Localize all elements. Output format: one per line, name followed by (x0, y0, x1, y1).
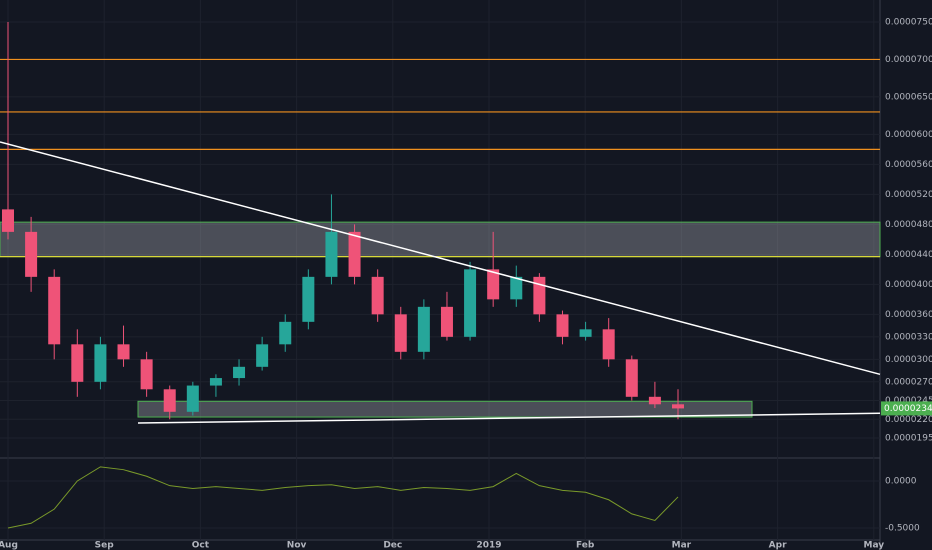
candle-body (48, 276, 61, 345)
candle-body (672, 404, 684, 409)
candle-body (2, 209, 14, 232)
candle-body (371, 276, 384, 315)
x-tick-label: May (863, 541, 884, 550)
last-price-label: 0.00002345 (884, 404, 932, 414)
trendline (137, 412, 881, 424)
zone (0, 221, 881, 258)
x-tick-label: Aug (0, 541, 18, 550)
candle-body (117, 344, 130, 360)
y-tick-label: 0.00007500 (885, 17, 932, 27)
x-tick-label: Dec (383, 541, 402, 550)
candle-body (186, 385, 199, 412)
candle-body (464, 269, 477, 337)
zone (137, 400, 753, 418)
candle-body (302, 276, 315, 322)
x-tick-label: Feb (576, 541, 595, 550)
candle-body (556, 314, 569, 337)
oscillator-line (7, 466, 679, 529)
candle-body (487, 269, 500, 300)
candle-body (348, 231, 361, 277)
candle-body (256, 344, 269, 367)
candle-body (417, 306, 430, 352)
osc-tick-label: -0.5000 (885, 523, 920, 533)
candle-body (510, 276, 523, 300)
candle-body (579, 329, 592, 337)
candle-body (163, 389, 176, 412)
osc-tick-label: 0.0000 (885, 476, 917, 486)
candle-body (648, 396, 661, 405)
candle-body (140, 359, 153, 390)
trendline (0, 141, 881, 376)
candle-body (233, 366, 246, 379)
candle-body (209, 378, 222, 386)
candle-body (394, 314, 407, 352)
x-tick-label: Oct (192, 541, 210, 550)
candle-body (325, 231, 338, 277)
x-tick-label: Sep (95, 541, 115, 550)
last-price-tag (881, 401, 932, 416)
candle-body (279, 321, 292, 345)
candle-body (94, 344, 107, 382)
x-tick-label: Mar (672, 541, 692, 550)
candle-body (440, 306, 453, 337)
candle-body (602, 329, 615, 360)
x-tick-label: Nov (287, 541, 307, 550)
candle-body (625, 359, 638, 397)
candle-body (71, 344, 84, 382)
x-tick-label: Apr (769, 541, 787, 550)
candle-body (533, 276, 546, 315)
x-tick-label: 2019 (476, 541, 501, 550)
candle-body (25, 231, 38, 277)
